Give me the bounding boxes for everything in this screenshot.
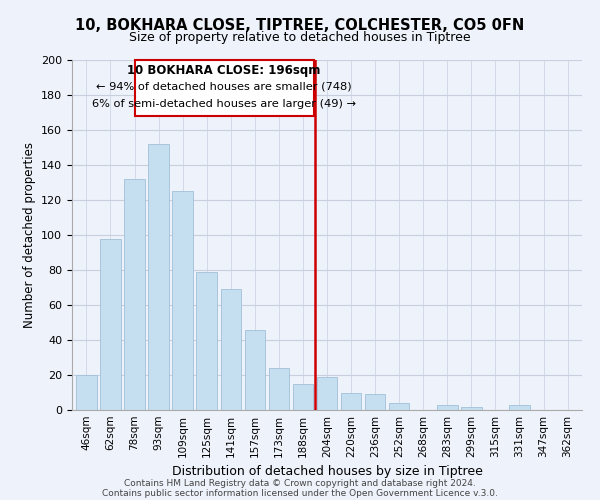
Bar — [461, 406, 482, 410]
Text: 6% of semi-detached houses are larger (49) →: 6% of semi-detached houses are larger (4… — [92, 100, 356, 110]
Bar — [293, 384, 313, 410]
Y-axis label: Number of detached properties: Number of detached properties — [23, 142, 35, 328]
Bar — [341, 392, 361, 410]
Bar — [245, 330, 265, 410]
Text: Contains public sector information licensed under the Open Government Licence v.: Contains public sector information licen… — [102, 488, 498, 498]
X-axis label: Distribution of detached houses by size in Tiptree: Distribution of detached houses by size … — [172, 466, 482, 478]
Text: ← 94% of detached houses are smaller (748): ← 94% of detached houses are smaller (74… — [97, 82, 352, 92]
Bar — [437, 405, 458, 410]
Bar — [172, 191, 193, 410]
Text: Size of property relative to detached houses in Tiptree: Size of property relative to detached ho… — [129, 31, 471, 44]
Bar — [365, 394, 385, 410]
Bar — [269, 368, 289, 410]
Bar — [100, 238, 121, 410]
Bar — [221, 289, 241, 410]
FancyBboxPatch shape — [134, 60, 314, 116]
Text: 10 BOKHARA CLOSE: 196sqm: 10 BOKHARA CLOSE: 196sqm — [127, 64, 321, 78]
Bar — [148, 144, 169, 410]
Bar — [317, 377, 337, 410]
Bar — [509, 405, 530, 410]
Text: 10, BOKHARA CLOSE, TIPTREE, COLCHESTER, CO5 0FN: 10, BOKHARA CLOSE, TIPTREE, COLCHESTER, … — [76, 18, 524, 32]
Bar — [196, 272, 217, 410]
Bar — [389, 403, 409, 410]
Bar — [124, 179, 145, 410]
Bar — [76, 375, 97, 410]
Text: Contains HM Land Registry data © Crown copyright and database right 2024.: Contains HM Land Registry data © Crown c… — [124, 478, 476, 488]
